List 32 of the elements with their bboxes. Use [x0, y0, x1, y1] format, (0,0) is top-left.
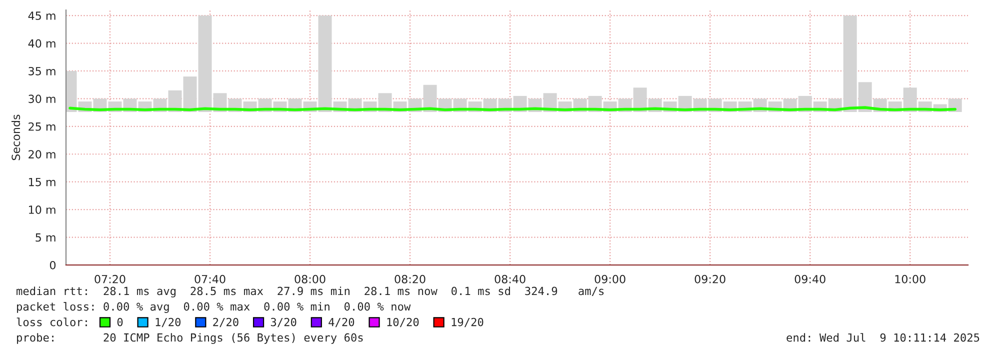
legend-label: 0 [117, 318, 123, 326]
x-tick-label: 07:20 [94, 274, 126, 284]
legend-title: loss color: [16, 318, 87, 326]
y-axis-title: Seconds [11, 114, 20, 160]
text: packet loss: 0.00 % avg 0.00 % max 0.00 % min 0.00 % now [17, 302, 411, 313]
y-tick-label: 20 m [28, 150, 56, 159]
text: median rtt: 28.1 ms avg 28.5 ms max 27.9 ms min 28.1 ms now 0.1 ms sd 324.9 am/s [16, 286, 604, 298]
y-tick-label: 45 m [28, 12, 56, 20]
y-tick-label: 5 m [36, 233, 56, 242]
x-tick-label: 09:40 [794, 274, 826, 284]
y-tick-label: 10 m [29, 206, 56, 214]
y-tick-label: 15 m [29, 178, 56, 186]
legend-label: 3/20 [270, 318, 296, 328]
y-tick-label: 40 m [28, 39, 56, 48]
y-tick-label: 30 m [28, 94, 56, 104]
x-tick-label: 08:00 [294, 274, 326, 284]
text: end: Wed Jul 9 10:11:14 2025 [786, 333, 980, 342]
legend-label: 1/20 [156, 318, 181, 328]
legend-label: 19/20 [452, 318, 484, 328]
x-tick-label: 08:20 [394, 274, 426, 284]
x-tick-label: 09:00 [594, 274, 626, 284]
x-tick-label: 07:40 [194, 274, 226, 284]
x-tick-label: 08:40 [494, 274, 526, 284]
legend-label: 2/20 [213, 318, 238, 328]
x-tick-label: 10:00 [895, 274, 926, 284]
text: probe: 20 ICMP Echo Pings (56 Bytes) every 60s [17, 333, 363, 344]
y-tick-label: 25 m [28, 122, 56, 131]
y-tick-label: 35 m [28, 66, 56, 76]
y-tick-label: 0 [50, 260, 56, 270]
legend-label: 10/20 [387, 318, 419, 328]
x-tick-label: 09:20 [694, 274, 726, 284]
legend-label: 4/20 [328, 318, 354, 328]
